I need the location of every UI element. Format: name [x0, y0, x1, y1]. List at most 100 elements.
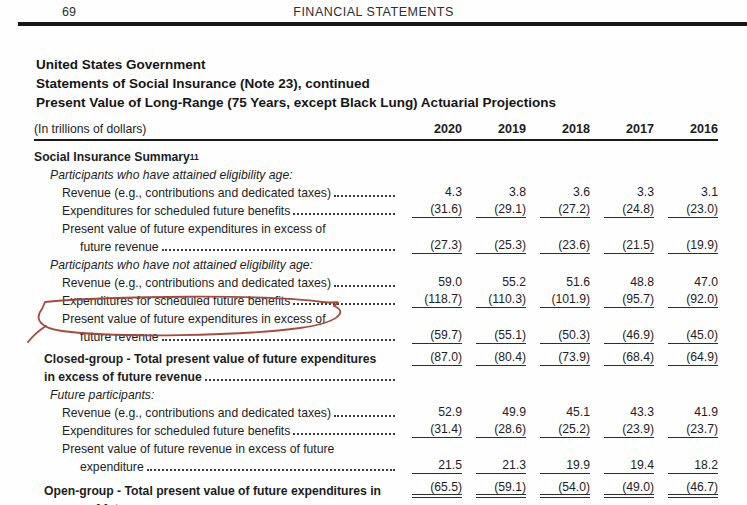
- table-value: (27.3): [412, 238, 462, 254]
- row-label-cell: in excess of future revenue: [34, 370, 398, 384]
- value-cell: (23.0): [654, 202, 718, 218]
- value-cell: (25.2): [526, 422, 590, 438]
- table-value: (101.9): [540, 292, 590, 308]
- value-cell: 21.5: [398, 458, 462, 474]
- table-value: (65.5): [412, 480, 462, 498]
- table-value: 48.8: [604, 275, 654, 290]
- table-value: 19.9: [540, 458, 590, 474]
- value-cell: 3.3: [590, 185, 654, 200]
- table-value: 49.9: [476, 405, 526, 420]
- value-cell: (49.0): [590, 480, 654, 498]
- value-cell: (73.9): [526, 350, 590, 366]
- value-cell: (31.6): [398, 202, 462, 218]
- table-value: 21.3: [476, 458, 526, 474]
- row-label-cell: Open-group - Total present value of futu…: [34, 484, 398, 498]
- value-cell: (21.5): [590, 238, 654, 254]
- value-cell: (25.3): [462, 238, 526, 254]
- value-cell: (29.1): [462, 202, 526, 218]
- data-row: Revenue (e.g., contributions and dedicat…: [34, 402, 718, 420]
- data-row-line1: Present value of future revenue in exces…: [34, 438, 718, 456]
- value-cell: 4.3: [398, 185, 462, 200]
- value-cell: 47.0: [654, 275, 718, 290]
- value-cell: 3.1: [654, 185, 718, 200]
- table-value: 3.6: [540, 185, 590, 200]
- value-cell: (27.2): [526, 202, 590, 218]
- table-value: (23.9): [604, 422, 654, 438]
- table-rows: Participants who have attained eligibili…: [34, 164, 718, 505]
- row-label: future revenue: [80, 240, 159, 254]
- table-value: 43.3: [604, 405, 654, 420]
- row-label-cell: Present value of future expenditures in …: [34, 222, 398, 236]
- value-cell: (28.6): [462, 422, 526, 438]
- dot-leader: [162, 339, 395, 341]
- table-value: (68.4): [604, 350, 654, 366]
- group-header-row: Future participants:: [34, 384, 718, 402]
- year-column-header: 2018: [526, 122, 590, 136]
- section-title-row: Social Insurance Summary11: [34, 146, 718, 164]
- table-value: (27.2): [540, 202, 590, 218]
- financial-table: (In trillions of dollars) 2020 2019 2018…: [34, 116, 718, 505]
- column-header-row: (In trillions of dollars) 2020 2019 2018…: [34, 116, 718, 141]
- table-value: (54.0): [540, 480, 590, 498]
- value-cell: (46.7): [654, 480, 718, 498]
- row-label: Present value of future expenditures in …: [62, 312, 326, 326]
- value-cell: (45.0): [654, 328, 718, 344]
- table-value: (23.0): [668, 202, 718, 218]
- dot-leader: [293, 433, 395, 435]
- footnote-superscript: 11: [190, 150, 199, 164]
- table-value: (92.0): [668, 292, 718, 308]
- dot-leader: [205, 379, 395, 381]
- table-value: (21.5): [604, 238, 654, 254]
- section-title-text: Social Insurance Summary: [34, 150, 190, 164]
- value-cell: 48.8: [590, 275, 654, 290]
- table-value: 18.2: [668, 458, 718, 474]
- table-value: 3.3: [604, 185, 654, 200]
- dot-leader: [334, 195, 395, 197]
- value-cell: 19.9: [526, 458, 590, 474]
- table-value: (50.3): [540, 328, 590, 344]
- table-value: (23.7): [668, 422, 718, 438]
- row-label-cell: expenditure: [34, 460, 398, 474]
- value-cell: (95.7): [590, 292, 654, 308]
- table-value: (28.6): [476, 422, 526, 438]
- value-cell: (23.6): [526, 238, 590, 254]
- value-cell: (59.1): [462, 480, 526, 498]
- group-header-label: Participants who have not attained eligi…: [50, 258, 313, 272]
- row-label: Revenue (e.g., contributions and dedicat…: [62, 276, 331, 290]
- total-row-line2: excess of future revenue: [34, 498, 718, 505]
- table-value: (46.9): [604, 328, 654, 344]
- table-value: (25.3): [476, 238, 526, 254]
- table-value: 3.1: [668, 185, 718, 200]
- table-value: (31.6): [412, 202, 462, 218]
- document-page: 69 FINANCIAL STATEMENTS United States Go…: [0, 0, 747, 505]
- table-value: (87.0): [412, 350, 462, 366]
- dot-leader: [162, 249, 395, 251]
- table-value: (46.7): [668, 480, 718, 498]
- row-label-cell: Expenditures for scheduled future benefi…: [34, 204, 398, 218]
- value-cell: (31.4): [398, 422, 462, 438]
- data-row-line2: future revenue(27.3)(25.3)(23.6)(21.5)(1…: [34, 236, 718, 254]
- value-cell: (64.9): [654, 350, 718, 366]
- value-cell: (46.9): [590, 328, 654, 344]
- running-header: 69 FINANCIAL STATEMENTS: [0, 5, 747, 21]
- table-value: 41.9: [668, 405, 718, 420]
- value-cell: (65.5): [398, 480, 462, 498]
- total-row-line1: Closed-group - Total present value of fu…: [34, 348, 718, 366]
- value-cell: (87.0): [398, 350, 462, 366]
- title-statement: Statements of Social Insurance (Note 23)…: [36, 74, 556, 93]
- dot-leader: [147, 469, 395, 471]
- value-cell: (27.3): [398, 238, 462, 254]
- table-value: 47.0: [668, 275, 718, 290]
- value-cell: (118.7): [398, 292, 462, 308]
- row-label-cell: Participants who have not attained eligi…: [34, 258, 398, 272]
- table-value: 51.6: [540, 275, 590, 290]
- row-label-cell: Present value of future revenue in exces…: [34, 442, 398, 456]
- data-row: Revenue (e.g., contributions and dedicat…: [34, 182, 718, 200]
- row-label-cell: Revenue (e.g., contributions and dedicat…: [34, 276, 398, 290]
- row-label-cell: future revenue: [34, 240, 398, 254]
- year-column-header: 2019: [462, 122, 526, 136]
- value-cell: 52.9: [398, 405, 462, 420]
- table-value: 19.4: [604, 458, 654, 474]
- value-cell: 55.2: [462, 275, 526, 290]
- data-row-line2: future revenue(59.7)(55.1)(50.3)(46.9)(4…: [34, 326, 718, 344]
